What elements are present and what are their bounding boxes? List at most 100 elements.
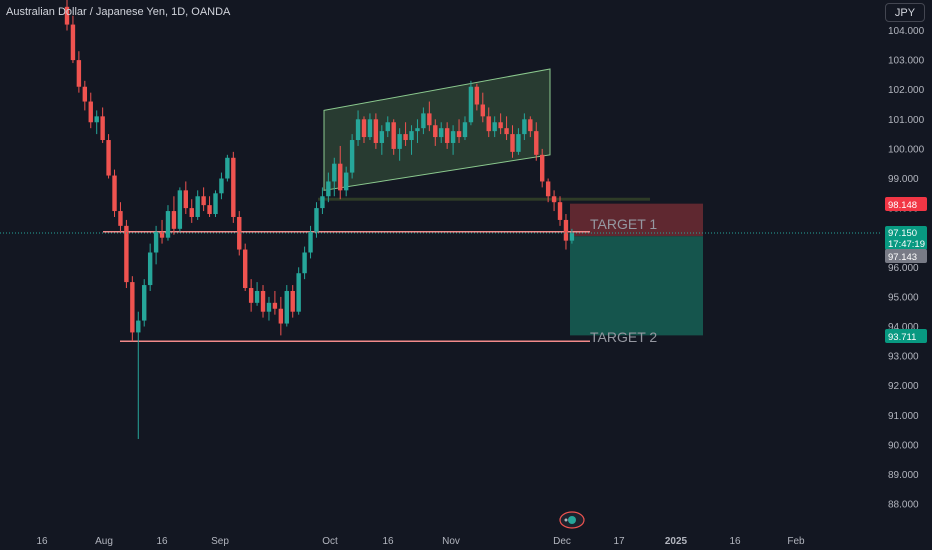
candle bbox=[433, 119, 438, 146]
candle bbox=[427, 101, 432, 132]
candle bbox=[207, 196, 212, 217]
candle bbox=[308, 225, 313, 259]
candle bbox=[183, 181, 188, 215]
candle bbox=[302, 246, 307, 280]
candle bbox=[213, 190, 218, 217]
y-tick-label: 88.000 bbox=[888, 500, 919, 511]
x-tick-label: Sep bbox=[211, 536, 229, 547]
candle bbox=[320, 187, 325, 215]
candle bbox=[153, 225, 159, 265]
candle bbox=[112, 169, 117, 217]
replay-logo-icon[interactable] bbox=[559, 511, 585, 529]
svg-text:97.143: 97.143 bbox=[888, 252, 917, 263]
price-tag-grey: 97.143 bbox=[885, 249, 927, 263]
candle bbox=[64, 0, 70, 31]
candle bbox=[195, 190, 200, 220]
candle bbox=[439, 122, 444, 143]
candle bbox=[88, 92, 93, 129]
candle bbox=[94, 110, 99, 135]
candle bbox=[385, 116, 390, 138]
candle bbox=[486, 107, 491, 138]
candle bbox=[106, 134, 111, 179]
y-tick-label: 100.000 bbox=[888, 144, 925, 155]
candle bbox=[540, 148, 545, 188]
target-1-label: TARGET 1 bbox=[590, 216, 657, 232]
candle bbox=[361, 116, 367, 143]
y-tick-label: 90.000 bbox=[888, 440, 919, 451]
candle bbox=[314, 202, 319, 238]
target-2-label: TARGET 2 bbox=[590, 329, 657, 345]
candle bbox=[522, 113, 527, 141]
x-tick-label: Oct bbox=[322, 536, 338, 547]
candle bbox=[456, 119, 462, 143]
candle bbox=[551, 190, 557, 212]
y-tick-label: 91.000 bbox=[888, 411, 919, 422]
support-band[interactable] bbox=[318, 197, 650, 201]
candle bbox=[254, 282, 260, 306]
candle bbox=[534, 122, 539, 161]
y-tick-label: 93.000 bbox=[888, 352, 919, 363]
candle bbox=[450, 125, 456, 155]
y-tick-label: 99.000 bbox=[888, 174, 919, 185]
candle bbox=[492, 116, 497, 138]
candle bbox=[421, 107, 426, 135]
candle bbox=[70, 15, 76, 64]
candle bbox=[272, 290, 278, 315]
stop-loss-zone[interactable] bbox=[570, 203, 703, 237]
countdown-timer: 17:47:19 bbox=[888, 239, 925, 250]
x-tick-label: Feb bbox=[787, 536, 805, 547]
symbol-title: Australian Dollar / Japanese Yen, 1D, OA… bbox=[6, 6, 231, 18]
price-tag-green: 93.711 bbox=[885, 329, 927, 343]
price-axis[interactable]: 88.000 89.000 90.000 91.000 92.000 93.000 94.0… bbox=[888, 26, 925, 511]
x-tick-label: 17 bbox=[613, 536, 625, 547]
candle bbox=[147, 243, 153, 291]
y-tick-label: 95.000 bbox=[888, 292, 919, 303]
y-tick-label: 94.000 bbox=[888, 322, 919, 333]
x-tick-label: 16 bbox=[729, 536, 741, 547]
currency-button[interactable]: JPY bbox=[885, 3, 925, 22]
candle bbox=[237, 211, 242, 256]
candle bbox=[136, 311, 141, 439]
candle bbox=[409, 125, 414, 155]
candle bbox=[326, 172, 331, 203]
candle bbox=[349, 134, 355, 179]
x-tick-label: Nov bbox=[442, 536, 460, 547]
candle bbox=[201, 187, 206, 212]
x-tick-label: 16 bbox=[36, 536, 48, 547]
candle bbox=[266, 296, 272, 321]
candle bbox=[82, 80, 88, 111]
candle bbox=[403, 122, 408, 146]
candle bbox=[510, 125, 515, 158]
candle bbox=[231, 151, 236, 223]
time-axis[interactable]: 16 Aug 16 Sep Oct 16 Nov Dec 17 2025 16 Feb bbox=[36, 536, 805, 547]
x-tick-label: 16 bbox=[156, 536, 168, 547]
candle bbox=[100, 107, 105, 143]
candle bbox=[159, 219, 165, 244]
candle bbox=[142, 279, 147, 327]
candle bbox=[343, 166, 349, 197]
candle bbox=[177, 187, 183, 232]
candle bbox=[397, 128, 402, 161]
candle bbox=[225, 154, 230, 182]
candle bbox=[391, 119, 396, 155]
y-tick-label: 101.000 bbox=[888, 115, 925, 126]
take-profit-zone[interactable] bbox=[570, 236, 703, 336]
candle bbox=[290, 285, 295, 318]
candle bbox=[373, 113, 379, 149]
candle bbox=[355, 110, 361, 146]
svg-text:98.148: 98.148 bbox=[888, 200, 917, 211]
candle bbox=[171, 196, 177, 235]
x-tick-label: 2025 bbox=[665, 536, 688, 547]
candle bbox=[165, 205, 171, 241]
candle bbox=[124, 219, 129, 289]
candle bbox=[296, 267, 301, 315]
candle bbox=[468, 80, 474, 126]
candle bbox=[415, 119, 420, 143]
last-price-value: 97.150 bbox=[888, 228, 917, 239]
last-price-tag: 97.150 17:47:19 bbox=[885, 226, 927, 250]
candle bbox=[444, 122, 450, 149]
candle bbox=[462, 116, 468, 141]
y-tick-label: 92.000 bbox=[888, 381, 919, 392]
candle bbox=[284, 285, 289, 327]
